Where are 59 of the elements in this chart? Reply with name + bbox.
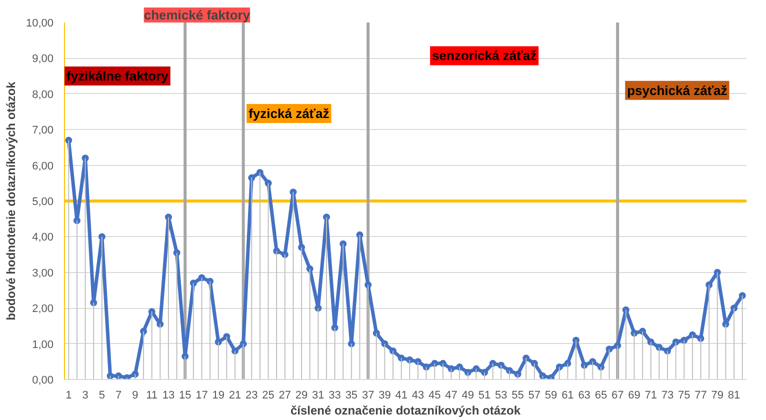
x-tick-label: 59	[544, 390, 558, 402]
x-tick-label: 11	[146, 390, 158, 402]
annotation: fyzikálne faktory	[66, 68, 170, 84]
x-tick-label: 37	[362, 390, 374, 402]
y-axis-title: bodové hodnotenie dotazníkových otázok	[4, 81, 18, 320]
x-axis-title: číslené označenie dotazníkových otázok	[290, 404, 521, 418]
y-tick-label: 9,00	[32, 53, 54, 66]
x-tick-label: 79	[711, 390, 724, 402]
y-tick-label: 0,00	[32, 374, 54, 386]
x-tick-label: 49	[462, 390, 474, 402]
x-tick-label: 29	[295, 390, 308, 402]
x-tick-label: 51	[478, 390, 491, 402]
annotation: psychická záťaž	[627, 82, 728, 98]
y-tick-label: 2,00	[32, 303, 54, 316]
y-tick-label: 8,00	[32, 88, 54, 101]
x-tick-label: 31	[312, 390, 324, 402]
x-tick-label: 23	[246, 390, 258, 402]
x-tick-label: 9	[132, 390, 138, 402]
x-tick-label: 25	[262, 390, 274, 402]
x-tick-label: 43	[412, 390, 424, 402]
x-tick-label: 3	[82, 390, 88, 402]
x-tick-label: 39	[378, 390, 391, 402]
x-tick-label: 77	[694, 390, 707, 402]
x-tick-label: 53	[495, 390, 508, 402]
y-tick-label: 3,00	[32, 267, 54, 280]
y-tick-label: 6,00	[32, 160, 54, 172]
annotation: senzorická záťaž	[432, 48, 538, 64]
y-tick-label: 10,00	[26, 18, 54, 30]
x-tick-label: 1	[66, 390, 72, 402]
y-tick-label: 1,00	[32, 338, 54, 351]
annotation: fyzická záťaž	[248, 106, 330, 122]
x-tick-label: 65	[594, 390, 608, 402]
x-tick-label: 69	[628, 390, 640, 402]
x-tick-label: 33	[328, 390, 341, 402]
y-tick-label: 4,00	[32, 232, 54, 244]
y-tick-label: 7,00	[32, 124, 54, 137]
y-tick-label: 5,00	[32, 196, 54, 208]
x-tick-label: 45	[428, 390, 441, 402]
x-tick-label: 13	[162, 390, 175, 402]
text: chemické faktory	[144, 8, 251, 22]
x-tick-label: 55	[512, 390, 524, 402]
x-tick-label: 19	[212, 390, 224, 402]
x-tick-label: 57	[528, 390, 541, 402]
x-tick-label: 71	[644, 390, 657, 402]
x-tick-label: 41	[395, 390, 408, 402]
x-tick-label: 15	[178, 390, 192, 402]
x-tick-label: 63	[578, 390, 590, 402]
x-tick-label: 5	[98, 390, 105, 402]
x-tick-label: 73	[661, 390, 674, 402]
x-tick-label: 27	[278, 390, 292, 402]
x-tick-label: 17	[196, 390, 208, 402]
x-tick-label: 21	[228, 390, 242, 402]
x-tick-label: 75	[678, 390, 690, 402]
x-tick-label: 67	[611, 390, 624, 402]
x-tick-label: 81	[728, 390, 740, 402]
x-tick-label: 35	[345, 390, 358, 402]
x-tick-label: 47	[445, 390, 458, 402]
x-tick-label: 61	[562, 390, 574, 402]
x-tick-label: 7	[116, 390, 122, 402]
